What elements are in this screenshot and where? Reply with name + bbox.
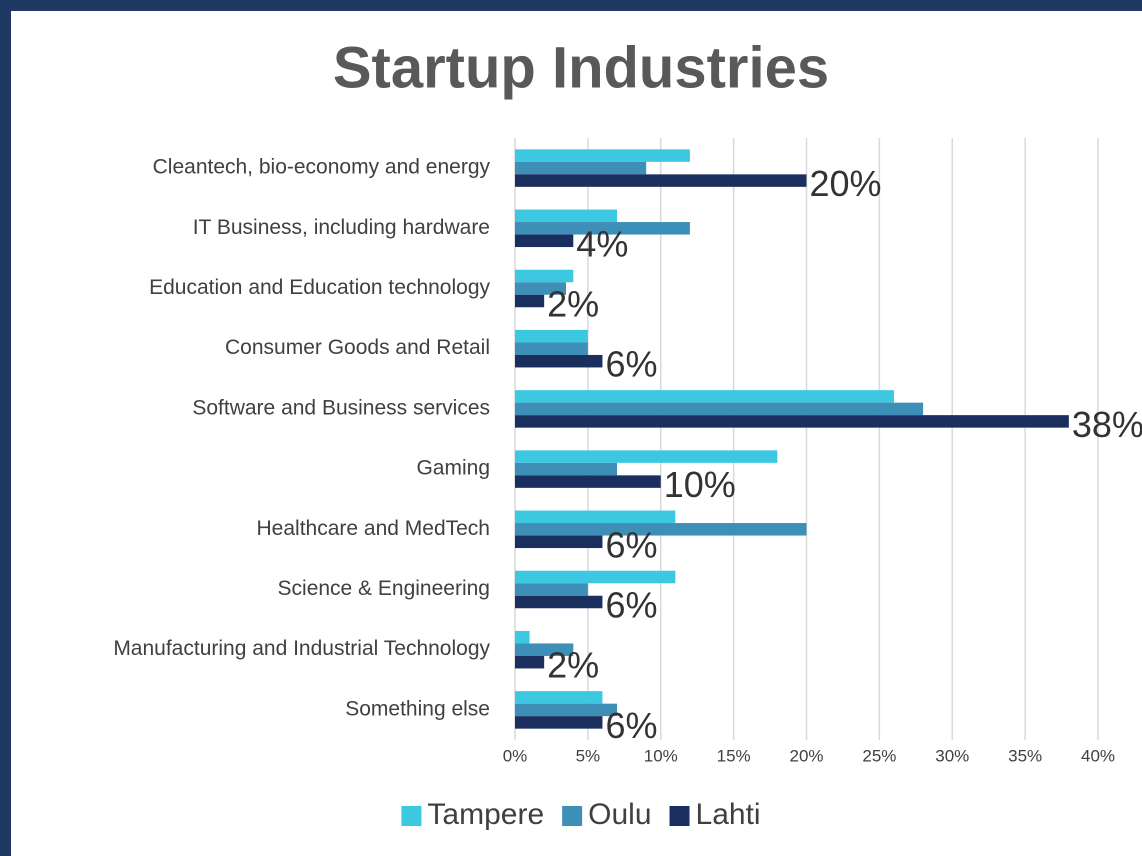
x-tick-label: 20% [789, 746, 823, 765]
bar [515, 570, 676, 584]
data-label: 2% [547, 645, 599, 686]
bar [515, 450, 778, 463]
bar [515, 209, 618, 223]
bar [515, 655, 545, 669]
bar [515, 510, 676, 524]
bar [515, 329, 588, 343]
y-tick-label: Science & Engineering [278, 577, 490, 600]
bar [515, 269, 574, 283]
bar [515, 643, 574, 656]
legend-swatch [401, 806, 422, 826]
y-tick-label: IT Business, including hardware [193, 216, 490, 239]
bar [515, 415, 1069, 428]
y-tick-label: Healthcare and MedTech [257, 517, 490, 540]
x-tick-label: 5% [576, 746, 601, 765]
bar [515, 535, 603, 549]
bar [515, 390, 894, 403]
x-tick-label: 25% [862, 746, 896, 765]
bar [515, 402, 924, 416]
bar [515, 149, 690, 162]
legend-label: Tampere [427, 798, 544, 831]
data-label: 20% [810, 163, 882, 204]
data-label: 38% [1072, 404, 1142, 445]
data-label: 4% [576, 223, 628, 264]
x-tick-label: 0% [503, 746, 528, 765]
data-label: 2% [547, 284, 599, 325]
y-tick-label: Education and Education technology [149, 276, 490, 299]
legend-label: Oulu [588, 798, 651, 831]
bar [515, 222, 690, 235]
bar [515, 595, 603, 609]
bar [515, 716, 603, 729]
legend-swatch [562, 806, 583, 826]
bar [515, 234, 574, 248]
data-label: 6% [605, 344, 657, 385]
bar [515, 282, 567, 295]
bar [515, 583, 588, 596]
x-tick-label: 40% [1081, 746, 1115, 765]
chart-title: Startup Industries [333, 35, 829, 100]
x-tick-label: 30% [935, 746, 969, 765]
x-tick-label: 35% [1008, 746, 1042, 765]
bar [515, 462, 618, 476]
x-tick-label: 15% [717, 746, 751, 765]
bar [515, 475, 661, 488]
data-label: 10% [664, 464, 736, 505]
bar [515, 703, 618, 717]
y-tick-label: Gaming [416, 457, 490, 480]
y-tick-label: Cleantech, bio-economy and energy [153, 156, 491, 179]
bar [515, 161, 647, 175]
bar [515, 354, 603, 368]
bar [515, 523, 807, 536]
bar [515, 342, 588, 355]
y-tick-label: Consumer Goods and Retail [225, 336, 490, 359]
bar [515, 691, 603, 704]
bar [515, 294, 545, 308]
y-tick-label: Something else [345, 697, 490, 720]
bar [515, 174, 807, 187]
y-tick-label: Software and Business services [192, 396, 490, 419]
data-label: 6% [605, 585, 657, 626]
legend-label: Lahti [696, 798, 761, 831]
legend-swatch [669, 806, 690, 826]
y-tick-label: Manufacturing and Industrial Technology [113, 637, 490, 660]
data-label: 6% [605, 705, 657, 746]
x-tick-label: 10% [644, 746, 678, 765]
bar [515, 630, 530, 644]
data-label: 6% [605, 524, 657, 565]
